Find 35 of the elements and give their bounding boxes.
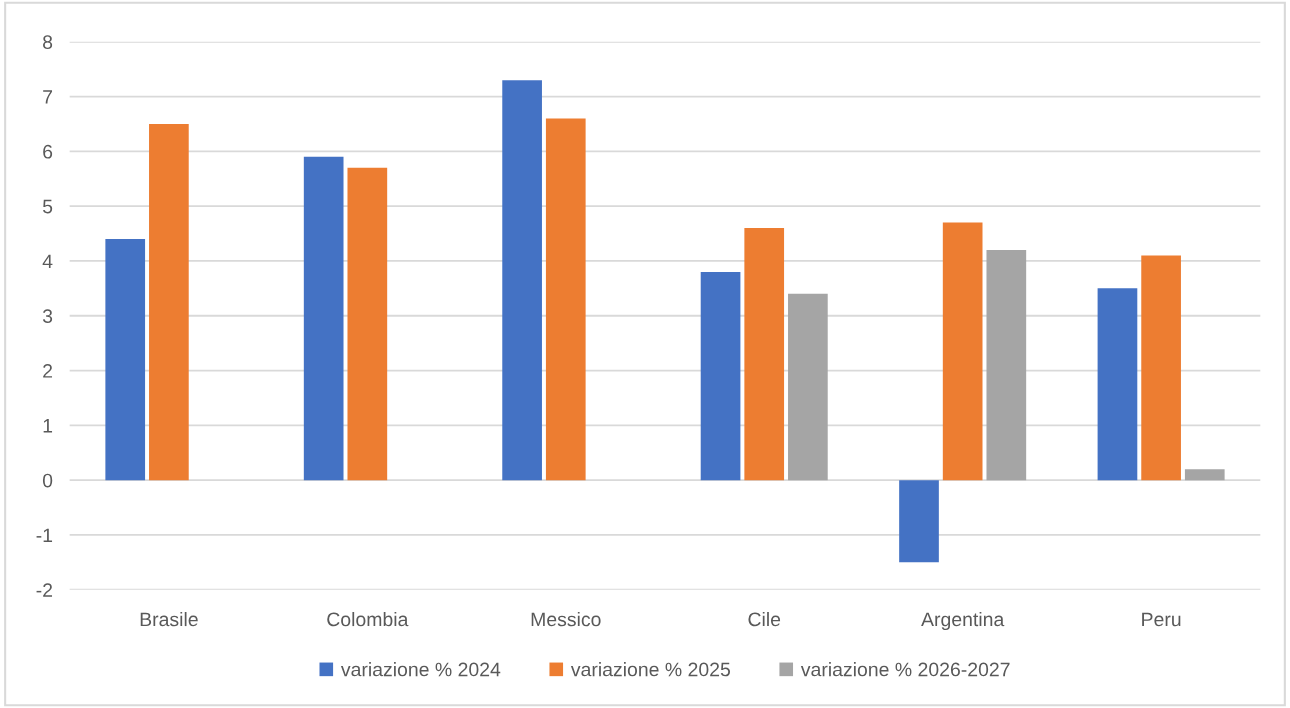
bar (149, 123, 189, 481)
x-tick-label: Brasile (140, 611, 198, 627)
y-tick-label: -1 (36, 528, 53, 543)
x-tick-label: Colombia (327, 611, 409, 627)
y-tick-label: 6 (43, 144, 53, 159)
x-tick-label: Messico (531, 611, 601, 627)
y-tick-label: 7 (43, 90, 53, 104)
bar (986, 250, 1027, 481)
y-tick-label: -2 (36, 583, 53, 597)
bar (303, 156, 344, 481)
legend-label: variazione % 2024 (340, 662, 501, 677)
legend-label: variazione % 2026-2027 (800, 662, 1010, 677)
y-tick-label: 2 (43, 364, 53, 378)
bar (1184, 469, 1225, 481)
x-tick-label: Cile (748, 611, 781, 627)
bar (1141, 255, 1181, 481)
bar (1097, 288, 1138, 481)
x-tick-label: Argentina (921, 611, 1005, 631)
bar (545, 118, 586, 481)
y-tick-label: 0 (42, 473, 53, 488)
y-tick-label: 4 (42, 254, 53, 269)
bar (942, 222, 983, 481)
bar (105, 239, 146, 481)
y-tick-label: 1 (43, 419, 53, 433)
bar (744, 228, 785, 481)
x-tick-label: Peru (1142, 612, 1181, 627)
legend-label: variazione % 2025 (570, 662, 731, 677)
bar (502, 80, 542, 481)
y-tick-label: 5 (42, 199, 53, 214)
bar (899, 480, 939, 563)
bar (788, 293, 828, 481)
bar (700, 271, 741, 481)
y-tick-label: 8 (43, 35, 53, 50)
bar (347, 167, 388, 481)
y-tick-label: 3 (42, 309, 53, 323)
